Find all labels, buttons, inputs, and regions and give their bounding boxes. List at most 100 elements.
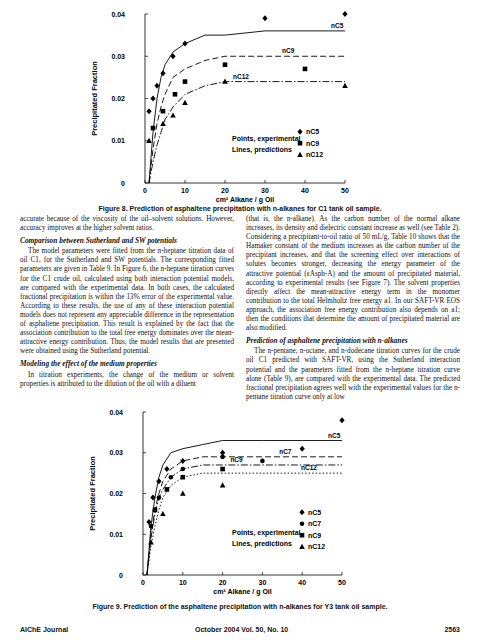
y-tick (145, 14, 148, 15)
legend-note: Lines, predictions (232, 146, 292, 154)
x-tick-label: 0 (143, 187, 147, 194)
x-tick (145, 180, 146, 183)
paragraph: (that is, the n-alkane). As the carbon n… (246, 215, 460, 333)
prediction-line (147, 473, 342, 575)
y-tick-label: 0.03 (109, 449, 123, 456)
x-tick-label: 40 (298, 579, 306, 586)
x-tick (222, 572, 223, 575)
legend-label: nC9 (308, 532, 321, 539)
data-point (260, 459, 265, 464)
curve-label: nC9 (230, 456, 243, 463)
x-tick (225, 180, 226, 183)
x-axis-label: cm³ Alkane / g Oil (213, 588, 272, 596)
text-column: (that is, the n-alkane). As the carbon n… (246, 215, 460, 402)
paragraph: accurate because of the viscosity of the… (20, 215, 234, 233)
y-tick (143, 412, 146, 413)
data-point (160, 511, 166, 516)
y-axis-label: Precipitated Fraction (88, 456, 97, 531)
data-point (146, 108, 151, 114)
figure-caption: Figure 8. Prediction of asphaltene preci… (0, 205, 480, 212)
y-tick (143, 534, 146, 535)
journal-name: AIChE Journal (20, 626, 68, 633)
data-point (262, 15, 267, 21)
paragraph: The model parameters were fitted from th… (20, 247, 234, 356)
plot-area (146, 11, 348, 183)
prediction-line (147, 441, 342, 575)
x-tick (265, 180, 266, 183)
legend-marker (298, 141, 303, 146)
data-point (223, 62, 228, 67)
legend-label: nC12 (308, 543, 325, 550)
x-tick-label: 40 (301, 187, 309, 194)
legend-label: nC5 (308, 509, 321, 516)
x-tick (182, 572, 183, 575)
x-tick (262, 572, 263, 575)
chart: 0102030405000.010.020.030.04cm³ Alkane /… (90, 11, 349, 205)
y-tick (143, 493, 146, 494)
legend-marker (297, 129, 302, 135)
data-point (180, 491, 186, 496)
legend-marker (300, 521, 305, 526)
x-tick-label: 50 (341, 187, 349, 194)
y-tick-label: 0.04 (111, 11, 125, 18)
y-tick-label: 0 (119, 572, 123, 579)
paragraph: The n-pentane, n-octane, and n-dodecane … (246, 347, 460, 402)
data-point (164, 466, 169, 472)
prediction-line (149, 82, 345, 183)
y-tick-label: 0.01 (109, 531, 123, 538)
y-tick-label: 0.02 (111, 95, 125, 102)
data-point (183, 79, 188, 84)
data-point (220, 482, 226, 487)
data-point (220, 467, 225, 472)
x-tick (302, 572, 303, 575)
data-point (165, 487, 170, 492)
x-tick-label: 30 (261, 187, 269, 194)
legend-label: nC5 (306, 128, 319, 135)
data-point (300, 446, 305, 452)
y-tick (143, 452, 146, 453)
legend-note: Lines, predictions (232, 540, 292, 548)
prediction-line (149, 56, 345, 183)
legend-marker (297, 152, 303, 157)
curve-label: nC5 (331, 22, 344, 29)
text-column: accurate because of the viscosity of the… (20, 215, 234, 389)
legend-note: Points, experimental (232, 135, 301, 143)
x-tick (143, 572, 144, 575)
x-axis (145, 183, 345, 184)
x-axis-label: cm³ Alkane / g Oil (216, 196, 275, 204)
y-tick-label: 0.04 (109, 409, 123, 416)
x-tick-label: 10 (181, 187, 189, 194)
legend-marker (299, 509, 304, 515)
x-tick (345, 180, 346, 183)
x-tick (342, 572, 343, 575)
prediction-line (147, 457, 342, 575)
y-axis-label: Precipitated Fraction (90, 61, 99, 136)
y-tick-label: 0.01 (111, 137, 125, 144)
x-tick-label: 30 (259, 579, 267, 586)
plot-area (146, 417, 344, 575)
data-point (342, 83, 348, 88)
legend-marker (299, 544, 305, 549)
y-tick-label: 0.02 (109, 490, 123, 497)
curve-label: nC12 (301, 464, 317, 471)
legend-label: nC12 (306, 151, 323, 158)
page-number: 2563 (444, 626, 460, 633)
y-tick (143, 575, 146, 576)
y-tick (145, 98, 148, 99)
x-tick-label: 10 (179, 579, 187, 586)
section-heading: Prediction of asphaltene precipitation w… (246, 336, 460, 345)
legend-label: nC7 (308, 520, 321, 527)
legend-note: Points, experimental (232, 529, 301, 537)
x-axis (143, 575, 342, 576)
y-tick (145, 56, 148, 57)
x-tick-label: 20 (221, 187, 229, 194)
data-point (161, 109, 166, 114)
y-tick-label: 0.03 (111, 53, 125, 60)
x-tick-label: 20 (219, 579, 227, 586)
paragraph: In titration experiments, the change of … (20, 371, 234, 389)
x-tick (305, 180, 306, 183)
data-point (150, 96, 155, 102)
x-tick-label: 50 (338, 579, 346, 586)
x-tick-label: 0 (141, 579, 145, 586)
section-heading: Comparison between Sutherland and SW pot… (20, 236, 234, 245)
